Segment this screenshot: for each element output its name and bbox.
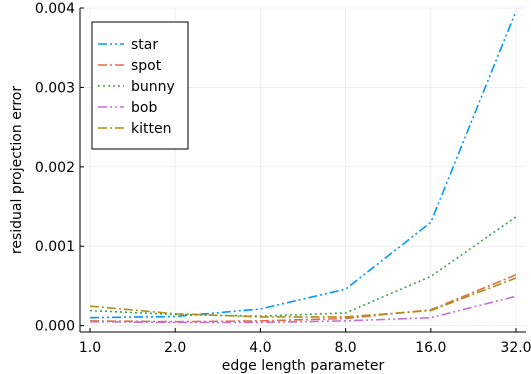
legend: star spot bunny bob kitten (91, 21, 189, 150)
series-line-star (89, 10, 517, 319)
legend-label-bob: bob (131, 100, 157, 116)
y-tick-label: 0.002 (35, 160, 75, 176)
x-tick-label: 8.0 (334, 340, 356, 356)
y-tick-label: 0.004 (35, 1, 75, 17)
axes (79, 7, 526, 333)
x-tick-label: 16.0 (415, 340, 446, 356)
series-line-kitten (89, 277, 517, 318)
legend-label-star: star (131, 37, 158, 53)
x-axis-title: edge length parameter (222, 358, 385, 374)
tick-labels: 1.0 2.0 4.0 8.0 16.0 32.0 0.000 0.001 0.002 0.003… (35, 1, 531, 356)
series-line-spot (89, 274, 517, 323)
x-tick-label: 2.0 (164, 340, 186, 356)
y-tick-label: 0.000 (35, 319, 75, 335)
legend-label-spot: spot (131, 58, 162, 74)
y-tick-label: 0.001 (35, 239, 75, 255)
series-lines (89, 10, 517, 324)
y-tick-label: 0.003 (35, 80, 75, 96)
x-tick-label: 4.0 (249, 340, 271, 356)
legend-label-bunny: bunny (131, 79, 175, 95)
x-tick-label: 1.0 (79, 340, 101, 356)
y-axis-title: residual projection error (9, 86, 25, 254)
legend-label-kitten: kitten (131, 121, 171, 137)
series-line-bunny (89, 216, 517, 317)
x-tick-label: 32.0 (500, 340, 531, 356)
series-line-bob (89, 295, 517, 324)
